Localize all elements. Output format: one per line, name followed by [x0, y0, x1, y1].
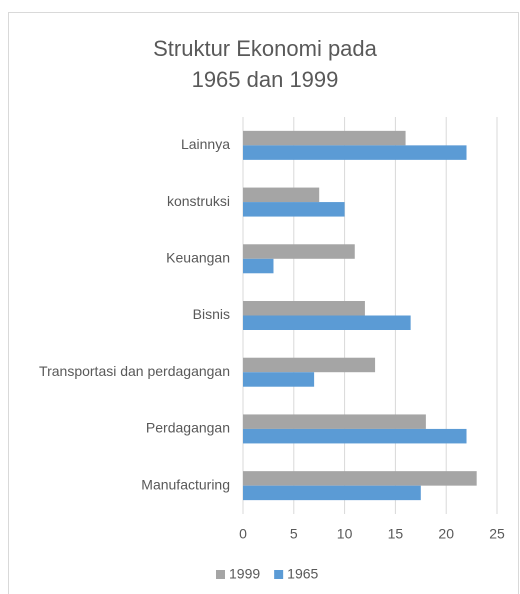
legend-swatch — [216, 570, 225, 579]
x-tick-label: 20 — [438, 526, 454, 542]
bar — [243, 414, 426, 429]
legend-swatch — [274, 570, 284, 579]
bar — [243, 357, 376, 373]
y-tick-label: Lainnya — [181, 136, 230, 152]
legend-label: 1965 — [287, 566, 318, 582]
bar — [243, 485, 421, 501]
bar — [243, 428, 467, 444]
y-tick-label: Transportasi dan perdagangan — [39, 363, 230, 379]
bar — [243, 202, 345, 217]
bar — [243, 315, 411, 330]
bar — [243, 471, 477, 486]
bar — [243, 145, 467, 160]
bar — [243, 130, 406, 146]
chart-title: Struktur Ekonomi pada — [153, 36, 378, 61]
x-tick-label: 0 — [239, 526, 247, 542]
y-tick-label: Perdagangan — [146, 420, 230, 436]
x-tick-label: 5 — [290, 526, 298, 542]
legend-label: 1999 — [229, 566, 260, 582]
x-tick-label: 15 — [388, 526, 404, 542]
chart-subtitle: 1965 dan 1999 — [192, 67, 339, 92]
bar — [243, 301, 365, 316]
x-tick-label: 10 — [337, 526, 353, 542]
x-tick-label: 25 — [489, 526, 505, 542]
y-tick-label: konstruksi — [167, 193, 230, 209]
y-tick-label: Bisnis — [193, 306, 230, 322]
y-tick-label: Manufacturing — [141, 476, 230, 492]
bar — [243, 244, 355, 259]
y-tick-label: Keuangan — [166, 249, 230, 265]
bar — [243, 187, 320, 203]
bar — [243, 372, 315, 387]
bar — [243, 258, 274, 274]
